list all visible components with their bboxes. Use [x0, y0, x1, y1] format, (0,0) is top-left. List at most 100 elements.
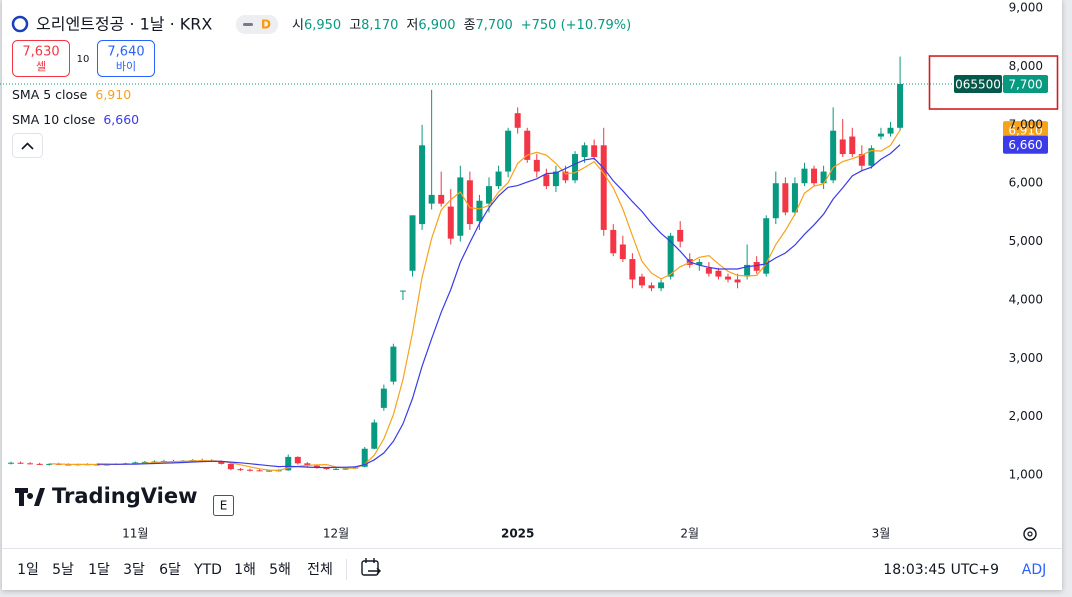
legend-entry: SMA 5 close 6,910 [12, 87, 131, 102]
candle-body [801, 168, 808, 184]
legend: SMA 5 close 6,910 SMA 10 close 6,660 [12, 87, 139, 127]
candle-body [256, 470, 263, 472]
candle-body [218, 460, 225, 464]
plot-area [0, 56, 1003, 472]
candle-body [868, 148, 875, 166]
x-tick-label: 2월 [680, 527, 699, 541]
candle-body [17, 462, 24, 464]
range-button[interactable]: 1해 [234, 562, 256, 578]
adj-toggle[interactable]: ADJ [1022, 562, 1047, 578]
candle-body [638, 276, 645, 286]
range-button[interactable]: 1일 [17, 562, 39, 578]
x-tick-label: 12월 [323, 527, 349, 541]
sma-line [49, 129, 901, 472]
stat-label: 저 [406, 18, 418, 33]
candle-body [782, 183, 789, 213]
settings-icon[interactable] [1023, 527, 1037, 541]
candle-body [696, 262, 703, 265]
event-marker-label: E [220, 499, 228, 513]
candle-body [705, 267, 712, 274]
buy-label: 바이 [116, 60, 136, 73]
candle-body [552, 171, 559, 187]
candle-body [849, 136, 856, 155]
candle-body [600, 145, 607, 230]
candle-body [266, 470, 273, 472]
candle-body [667, 235, 674, 277]
range-button[interactable]: 3달 [123, 562, 145, 578]
legend-entry: SMA 10 close 6,660 [12, 112, 139, 127]
candle-body [237, 469, 244, 471]
candle-body [715, 270, 722, 277]
change: +750 (+10.79%) [521, 18, 631, 33]
interval-pill[interactable] [236, 15, 278, 34]
event-marker[interactable] [213, 495, 234, 516]
candle-body [466, 180, 473, 225]
candle-body [495, 171, 502, 187]
buy-button[interactable] [97, 40, 155, 77]
candle-body [734, 279, 741, 283]
collapse-button[interactable] [12, 133, 43, 158]
legend-value: 6,660 [103, 112, 139, 127]
y-tick-label: 3,000 [1009, 351, 1043, 365]
candle-body [399, 290, 406, 292]
toolbar: 1일 5날 1달 3달 6달 YTD 1해 5해 전체 [17, 562, 333, 578]
candle-body [820, 171, 827, 184]
candle-body [533, 159, 540, 172]
y-tick-label: 7,000 [1009, 117, 1043, 131]
calendar-frame [361, 560, 379, 576]
settings-icon-core [1027, 531, 1033, 537]
candle-body [285, 456, 292, 471]
x-tick-label: 11월 [122, 527, 148, 541]
pill-dash [243, 23, 253, 26]
candle-body [141, 461, 148, 463]
candle-body [132, 462, 139, 464]
candle-body [65, 464, 72, 466]
candle-body [27, 463, 34, 465]
sell-label: 셀 [36, 60, 46, 73]
stat-label: 종 [464, 18, 476, 33]
candle-body [744, 264, 751, 277]
range-button[interactable]: 1달 [88, 562, 110, 578]
x-tick-label: 3월 [872, 527, 891, 541]
y-tick-label: 2,000 [1009, 409, 1043, 423]
candle-body [428, 194, 435, 204]
candle-body [791, 183, 798, 213]
candle-body [371, 422, 378, 449]
candle-body [333, 468, 340, 470]
last-price-label: 7,700 [1008, 78, 1042, 92]
candle-body [419, 145, 426, 225]
candle-body [858, 154, 865, 166]
range-button[interactable]: 6달 [159, 562, 181, 578]
buy-price: 7,640 [107, 45, 144, 60]
candle-body [46, 463, 53, 465]
candle-body [725, 276, 731, 280]
stat-value: 8,170 [361, 18, 398, 33]
stat-label: 시 [292, 18, 304, 33]
range-button[interactable]: YTD [193, 562, 222, 578]
candle-body [562, 171, 569, 181]
symbol-badge-label: 065500 [955, 78, 1001, 92]
range-button[interactable]: 전체 [307, 562, 333, 578]
candle-body [581, 145, 588, 157]
range-button[interactable]: 5날 [52, 562, 74, 578]
candle-body [772, 183, 779, 219]
candle-body [390, 346, 397, 382]
highlight-box [928, 55, 1059, 110]
candle-body [610, 229, 617, 254]
chart-title: 오리엔트정공 · 1날 · KRX [36, 15, 212, 34]
y-tick-label: 4,000 [1009, 292, 1043, 306]
sell-button[interactable] [12, 40, 70, 77]
price-badge-label: 6,660 [1008, 138, 1042, 152]
sma-line [96, 144, 901, 469]
y-tick-label: 9,000 [1009, 1, 1043, 15]
candle-body [514, 113, 521, 128]
range-button[interactable]: 5해 [269, 562, 291, 578]
stat-value: 7,700 [476, 18, 513, 33]
candle-body [648, 285, 655, 289]
goto-date-icon[interactable] [361, 558, 381, 576]
candle-body [304, 463, 311, 466]
y-tick-label: 6,000 [1009, 176, 1043, 190]
sell-price: 7,630 [22, 45, 59, 60]
